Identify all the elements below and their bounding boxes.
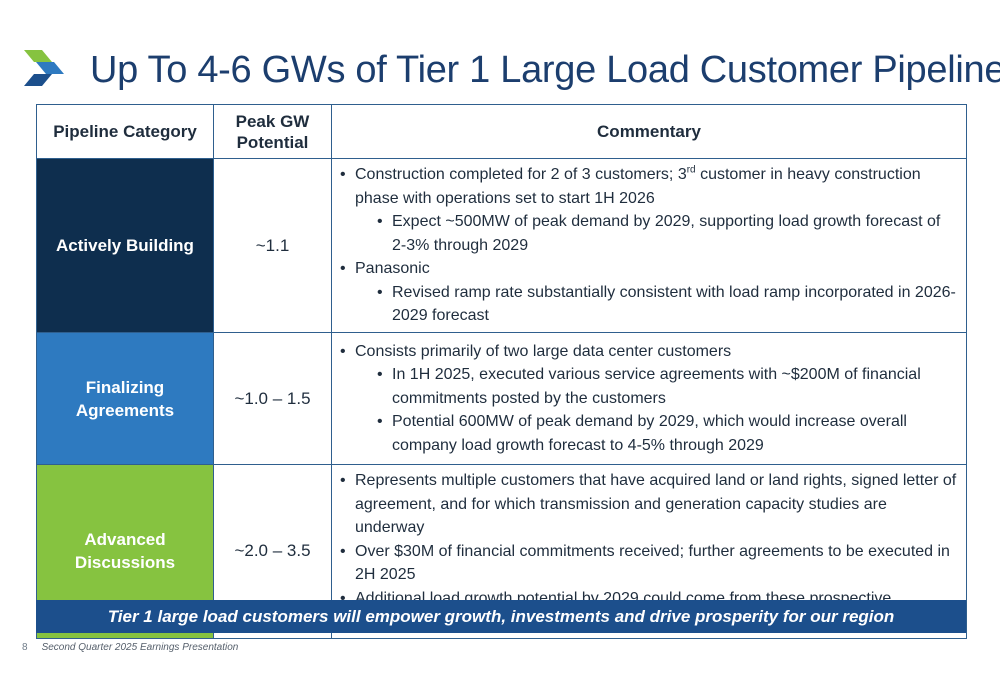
title-row: Up To 4-6 GWs of Tier 1 Large Load Custo… bbox=[22, 42, 1000, 98]
table-header-row: Pipeline Category Peak GW Potential Comm… bbox=[36, 104, 967, 159]
peak-value: ~1.1 bbox=[213, 158, 332, 333]
sub-list: In 1H 2025, executed various service agr… bbox=[377, 363, 958, 457]
sub-list: Expect ~500MW of peak demand by 2029, su… bbox=[377, 210, 958, 257]
header-peak-line2: Potential bbox=[236, 132, 309, 152]
header-pipeline-category: Pipeline Category bbox=[36, 104, 214, 159]
bullet-item: Over $30M of financial commitments recei… bbox=[340, 540, 958, 587]
category-line: Advanced bbox=[84, 530, 166, 550]
peak-value: ~1.0 – 1.5 bbox=[213, 332, 332, 465]
page-number: 8 bbox=[22, 642, 28, 653]
header-commentary: Commentary bbox=[331, 104, 967, 159]
category-actively-building: Actively Building bbox=[36, 158, 214, 333]
chevron-arrows-logo-icon bbox=[24, 50, 64, 86]
bullet-item: Represents multiple customers that have … bbox=[340, 469, 958, 540]
category-line: Agreements bbox=[75, 400, 175, 420]
bullet-item: Panasonic Revised ramp rate substantiall… bbox=[340, 257, 958, 328]
category-line: Finalizing bbox=[85, 377, 165, 397]
sub-bullet-item: Expect ~500MW of peak demand by 2029, su… bbox=[377, 210, 958, 257]
category-line: Discussions bbox=[74, 553, 176, 573]
footer-source: Second Quarter 2025 Earnings Presentatio… bbox=[41, 642, 239, 653]
ordinal-superscript: rd bbox=[686, 164, 696, 176]
page-title: Up To 4-6 GWs of Tier 1 Large Load Custo… bbox=[90, 48, 1000, 91]
bullet-item: Construction completed for 2 of 3 custom… bbox=[340, 163, 958, 257]
sub-bullet-item: In 1H 2025, executed various service agr… bbox=[377, 363, 958, 410]
pipeline-table: Pipeline Category Peak GW Potential Comm… bbox=[36, 104, 967, 639]
footer: 8 Second Quarter 2025 Earnings Presentat… bbox=[22, 642, 238, 653]
commentary-cell: Construction completed for 2 of 3 custom… bbox=[331, 158, 967, 333]
table-row-actively-building: Actively Building ~1.1 Construction comp… bbox=[36, 158, 967, 333]
bullet-item: Consists primarily of two large data cen… bbox=[340, 340, 958, 458]
commentary-cell: Consists primarily of two large data cen… bbox=[331, 332, 967, 465]
sub-bullet-item: Revised ramp rate substantially consiste… bbox=[377, 281, 958, 328]
table-row-finalizing-agreements: Finalizing Agreements ~1.0 – 1.5 Consist… bbox=[36, 332, 967, 465]
commentary-list: Consists primarily of two large data cen… bbox=[340, 340, 958, 458]
category-finalizing-agreements: Finalizing Agreements bbox=[36, 332, 214, 465]
bullet-text: Consists primarily of two large data cen… bbox=[355, 342, 732, 360]
sub-bullet-item: Potential 600MW of peak demand by 2029, … bbox=[377, 410, 958, 457]
bullet-text: Panasonic bbox=[355, 260, 430, 278]
bullet-text: customer in heavy construction phase wit… bbox=[355, 166, 921, 207]
sub-list: Revised ramp rate substantially consiste… bbox=[377, 281, 958, 328]
header-peak-line1: Peak GW bbox=[235, 111, 310, 131]
header-peak-gw-potential: Peak GW Potential bbox=[213, 104, 332, 159]
takeaway-banner: Tier 1 large load customers will empower… bbox=[36, 600, 966, 633]
bullet-text: Construction completed for 2 of 3 custom… bbox=[355, 166, 687, 184]
commentary-list: Construction completed for 2 of 3 custom… bbox=[340, 163, 958, 328]
